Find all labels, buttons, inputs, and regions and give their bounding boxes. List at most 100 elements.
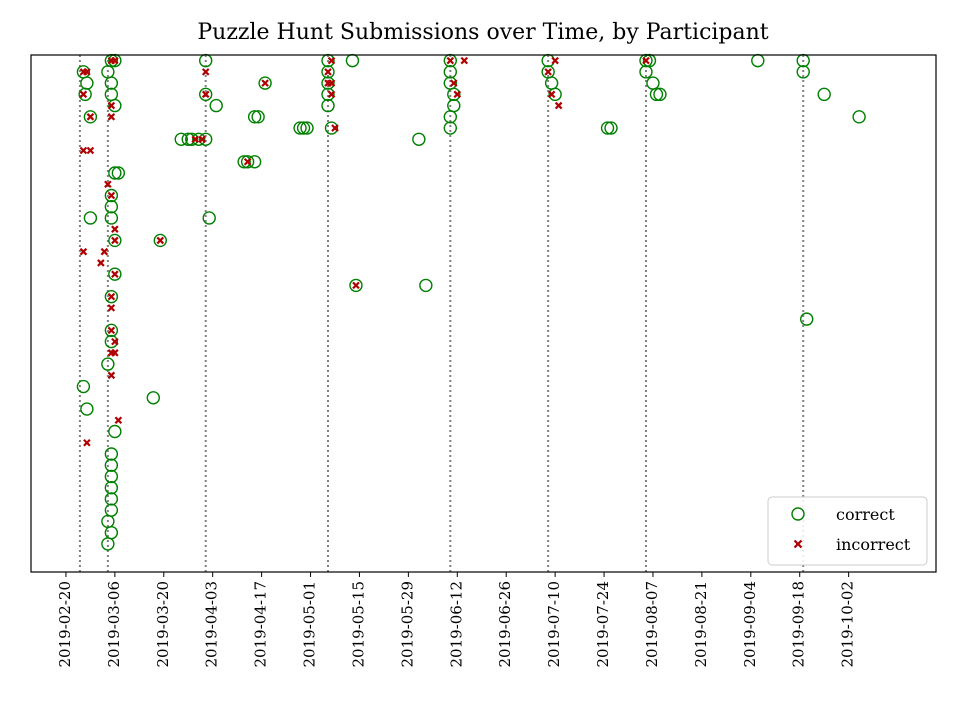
correct-point [185,132,199,146]
correct-point [646,76,660,90]
incorrect-point [111,236,119,245]
chart-title: Puzzle Hunt Submissions over Time, by Pa… [197,20,768,45]
correct-point [209,98,223,113]
incorrect-point [111,225,119,233]
incorrect-point [107,292,116,301]
incorrect-point [111,270,119,278]
correct-point [199,87,213,102]
legend-correct-marker [791,507,805,521]
incorrect-point [327,79,336,87]
correct-point [104,289,119,304]
correct-point [653,87,667,102]
correct-point [104,469,119,484]
x-tick-label: 2019-09-18 [790,581,808,667]
incorrect-point [107,326,116,335]
correct-point [324,121,339,135]
correct-point [548,87,562,102]
correct-point [443,110,458,124]
incorrect-point [107,113,116,121]
incorrect-point [104,180,112,189]
data-points [76,53,866,551]
correct-point [247,110,262,124]
correct-point [108,267,122,281]
incorrect-point [107,304,116,312]
correct-point [296,121,311,135]
correct-point [199,132,213,146]
x-tick-label: 2019-03-06 [105,581,123,667]
x-tick-label: 2019-04-17 [252,581,270,667]
x-tick-label: 2019-10-02 [839,581,857,667]
x-tick-label: 2019-04-03 [203,581,221,667]
incorrect-point [107,371,116,380]
incorrect-point [79,90,88,99]
incorrect-point [198,135,206,144]
x-axis-ticks: 2019-02-20 2019-03-06 2019-03-20 2019-04-03… [56,572,857,667]
incorrect-point [83,438,91,447]
correct-point [153,233,167,248]
x-tick-label: 2019-05-15 [349,581,367,667]
correct-point [600,121,615,135]
correct-point [349,278,363,293]
correct-point [251,110,265,124]
incorrect-point [450,79,458,87]
incorrect-point [446,56,455,65]
correct-point [83,110,98,124]
incorrect-point [100,247,109,256]
correct-point [419,278,433,293]
incorrect-point [327,90,336,99]
correct-point [649,87,664,102]
x-tick-label: 2019-06-12 [447,581,465,667]
correct-point [104,76,119,90]
correct-point [544,76,559,90]
incorrect-point [156,236,165,245]
correct-point [104,481,119,495]
incorrect-point [261,79,269,87]
incorrect-point [453,90,462,99]
correct-point [751,53,765,68]
incorrect-point [111,337,119,346]
x-tick-label: 2019-05-29 [398,581,416,667]
correct-point [104,323,119,338]
legend-box [767,496,928,566]
incorrect-point [83,68,91,76]
correct-point [111,166,126,180]
legend-incorrect-marker [793,539,803,549]
correct-point [240,155,255,169]
incorrect-point [191,135,200,144]
incorrect-point [114,416,123,425]
x-tick-label: 2019-07-10 [545,581,563,667]
correct-point [108,166,122,180]
correct-point [174,132,188,146]
correct-point [104,87,119,102]
correct-point [78,87,92,102]
correct-point [83,211,98,225]
correct-point [80,402,94,416]
correct-point [796,65,810,79]
correct-point [817,87,831,102]
correct-point [104,458,119,472]
incorrect-point [201,90,210,99]
correct-point [104,211,119,225]
incorrect-point [111,56,119,65]
correct-point [104,492,119,506]
correct-point [192,132,206,146]
x-tick-label: 2019-03-20 [154,581,172,667]
correct-point [443,121,458,135]
incorrect-point [111,349,119,357]
correct-point [852,110,866,124]
x-tick-label: 2019-05-01 [301,581,319,667]
correct-point [202,211,216,225]
correct-point [800,312,814,326]
incorrect-point [86,113,95,121]
correct-point [258,76,272,90]
incorrect-point [324,68,332,76]
incorrect-point [460,56,469,65]
correct-point [101,537,115,551]
x-tick-label: 2019-02-20 [56,581,74,667]
incorrect-point [107,101,116,110]
incorrect-point [107,191,116,200]
correct-point [104,447,119,461]
correct-point [76,379,91,394]
incorrect-point [79,146,88,155]
